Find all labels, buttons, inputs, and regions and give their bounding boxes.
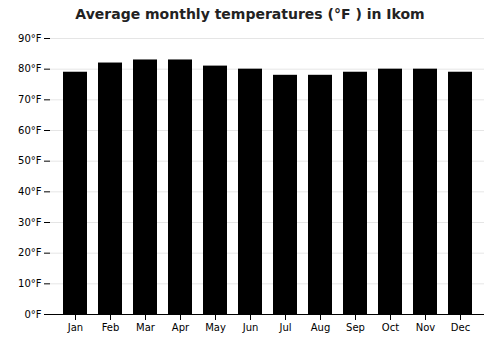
- svg-text:40°F: 40°F: [18, 186, 42, 197]
- svg-text:Dec: Dec: [451, 322, 470, 333]
- svg-text:Mar: Mar: [136, 322, 156, 333]
- svg-text:Jan: Jan: [67, 322, 83, 333]
- svg-text:90°F: 90°F: [18, 33, 42, 44]
- svg-text:Nov: Nov: [416, 322, 436, 333]
- svg-text:10°F: 10°F: [18, 278, 42, 289]
- svg-text:20°F: 20°F: [18, 247, 42, 258]
- svg-text:80°F: 80°F: [18, 63, 42, 74]
- svg-text:50°F: 50°F: [18, 155, 42, 166]
- svg-text:Sep: Sep: [346, 322, 365, 333]
- svg-text:Jun: Jun: [242, 322, 259, 333]
- svg-text:Oct: Oct: [382, 322, 399, 333]
- svg-text:May: May: [205, 322, 226, 333]
- svg-text:Feb: Feb: [102, 322, 120, 333]
- svg-text:60°F: 60°F: [18, 125, 42, 136]
- svg-text:70°F: 70°F: [18, 94, 42, 105]
- svg-text:Apr: Apr: [172, 322, 190, 333]
- html-text:Average monthly temperatures (: Average monthly temperatures (°F ) in Ik…: [75, 6, 425, 22]
- svg-text:Jul: Jul: [278, 322, 291, 333]
- svg-text:0°F: 0°F: [24, 309, 41, 320]
- svg-text:30°F: 30°F: [18, 217, 42, 228]
- svg-text:Aug: Aug: [311, 322, 331, 333]
